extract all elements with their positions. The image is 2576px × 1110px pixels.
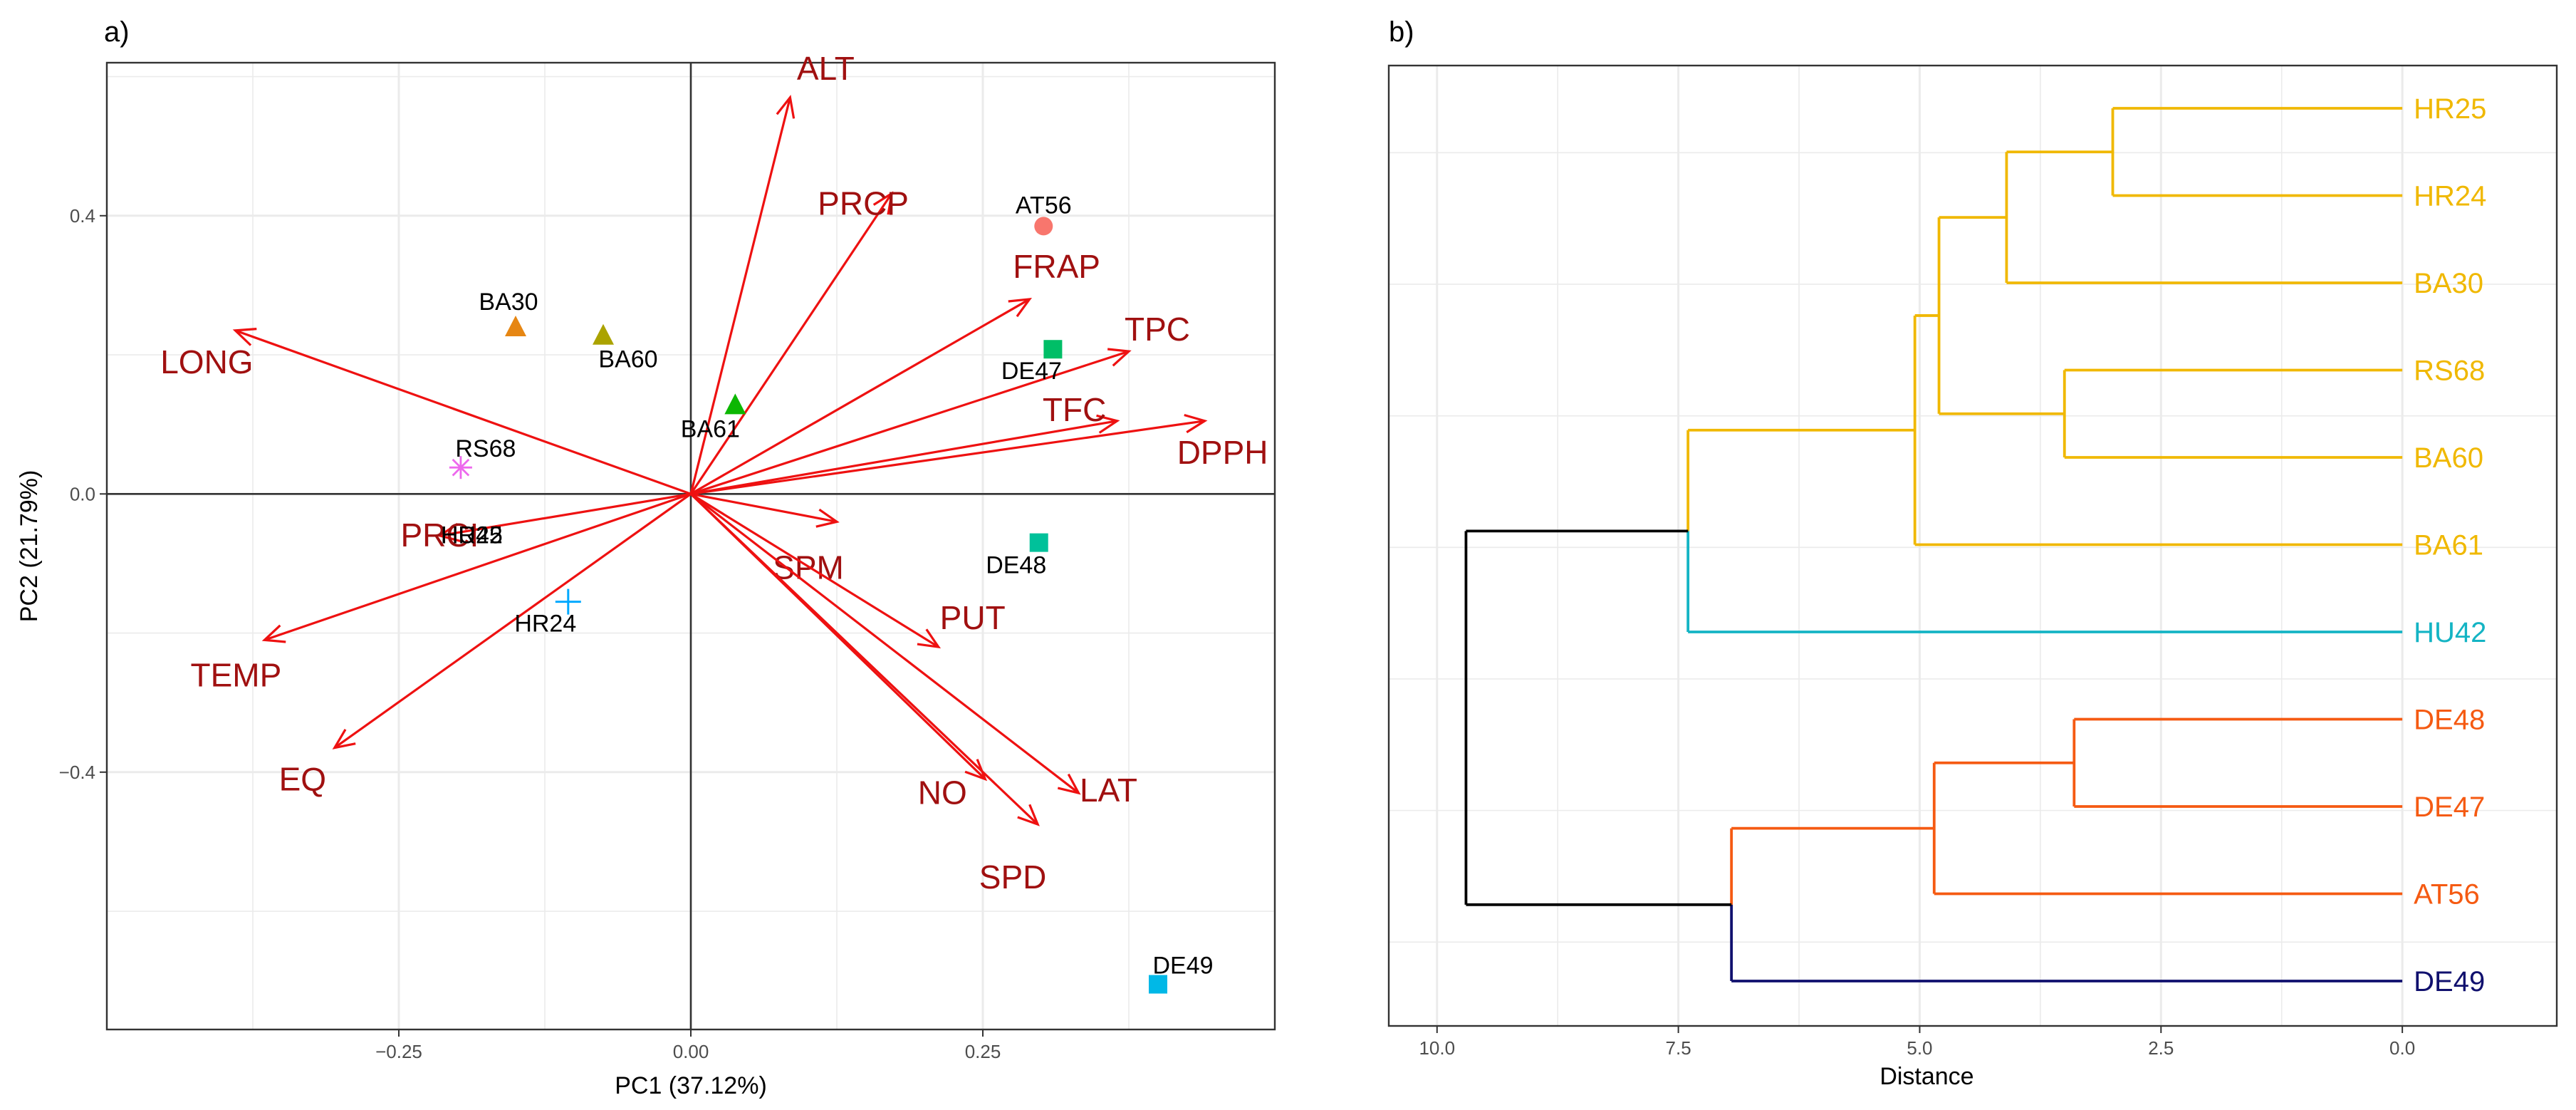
y-tick-label: −0.4 — [59, 762, 95, 783]
variable-arrow-eq — [333, 492, 692, 749]
sample-label: AT56 — [1016, 192, 1072, 219]
sample-label: BA61 — [681, 415, 740, 442]
arrow-head — [1096, 414, 1120, 434]
arrow-head — [261, 624, 286, 643]
x-tick-label: 7.5 — [1666, 1037, 1691, 1059]
arrow-head — [917, 628, 942, 649]
x-tick-label: 0.0 — [2389, 1037, 2415, 1059]
variable-arrow-dpph — [690, 420, 1205, 495]
x-tick-label: 10.0 — [1419, 1037, 1455, 1059]
sample-marker-de47 — [1043, 340, 1063, 359]
variable-label: SPD — [979, 859, 1047, 896]
sample-marker-at56 — [1034, 217, 1053, 236]
sample-label: DE49 — [1152, 953, 1213, 980]
x-tick-label: 0.25 — [965, 1041, 1001, 1062]
y-tick-label: 0.0 — [70, 483, 95, 504]
sample-label: BA30 — [479, 289, 538, 316]
variable-arrow-prcp — [689, 192, 893, 495]
sample-marker-de49 — [1149, 975, 1167, 994]
sample-label: HU42 — [441, 522, 503, 549]
panel-b-label: b) — [1389, 16, 1414, 48]
arrow-head — [1184, 413, 1208, 434]
variable-label: TPC — [1125, 311, 1190, 348]
leaf-label-ba30: BA30 — [2414, 268, 2483, 299]
variable-arrow-put — [690, 492, 939, 648]
sample-label: DE48 — [986, 552, 1046, 579]
x-axis-title: PC1 (37.12%) — [615, 1072, 767, 1099]
variable-label: LAT — [1080, 772, 1137, 809]
sample-marker-ba61 — [724, 393, 746, 415]
sample-label: BA60 — [598, 346, 657, 373]
arrow-head — [232, 327, 257, 346]
sample-label: HR25 — [441, 522, 503, 549]
sample-marker-rs68-3 — [452, 458, 470, 477]
variable-arrow-temp — [264, 492, 692, 641]
sample-marker-de48 — [1029, 533, 1048, 552]
variable-arrow-spm — [690, 492, 838, 523]
dendrogram-panel: 10.0 7.5 5.0 2.5 0.0 Distance HR25 HR24 BA30 RS68… — [1387, 64, 2558, 1090]
leaf-label-de47: DE47 — [2414, 792, 2485, 823]
leaf-label-hu42: HU42 — [2414, 617, 2486, 648]
arrow-head — [437, 522, 461, 542]
arrow-head — [815, 508, 840, 528]
variable-arrow-alt — [689, 97, 791, 494]
variable-arrow-tfc — [690, 420, 1117, 495]
sample-marker-ba60 — [593, 323, 614, 345]
leaf-label-hr25: HR25 — [2414, 93, 2486, 125]
variable-arrow-frap — [690, 298, 1031, 495]
variable-arrow-spd — [689, 493, 1039, 826]
x-tick-label: 5.0 — [1907, 1037, 1932, 1059]
leaf-label-de48: DE48 — [2414, 705, 2485, 736]
panel-border — [1387, 64, 2558, 1027]
variable-label: LONG — [160, 343, 253, 380]
leaf-label-de49: DE49 — [2414, 966, 2485, 997]
variable-label: NO — [918, 774, 967, 811]
x-axis-title: Distance — [1879, 1063, 1973, 1090]
sample-label: HR24 — [514, 611, 576, 638]
leaf-label-ba60: BA60 — [2414, 442, 2483, 474]
variable-label: FRAP — [1013, 248, 1100, 285]
variable-label: EQ — [279, 761, 326, 798]
arrow-head — [1017, 804, 1040, 826]
sample-label: RS68 — [455, 435, 516, 462]
variable-arrow-long — [234, 329, 692, 495]
variable-label: TEMP — [191, 656, 282, 693]
pca-biplot-panel: −0.25 0.00 0.25 −0.4 0.0 0.4 PC1 (37.12%) PC2 (… — [16, 50, 1276, 1099]
arrow-head — [1107, 348, 1132, 367]
variable-label: ALT — [797, 50, 855, 87]
leaf-label-rs68: RS68 — [2414, 356, 2485, 387]
y-axis-title: PC2 (21.79%) — [16, 470, 43, 623]
variable-arrow-tpc — [690, 350, 1130, 495]
variable-label: DPPH — [1177, 434, 1268, 471]
arrow-head — [872, 191, 894, 215]
leaf-label-at56: AT56 — [2414, 879, 2480, 911]
x-tick-label: 0.00 — [673, 1041, 709, 1062]
sample-marker-ba30 — [505, 315, 526, 336]
arrow-head — [776, 95, 796, 119]
arrow-head — [1057, 773, 1081, 795]
variable-arrow-prci — [439, 492, 692, 537]
x-tick-label: −0.25 — [375, 1041, 422, 1062]
y-tick-label: 0.4 — [70, 205, 95, 227]
leaf-label-ba61: BA61 — [2414, 530, 2483, 561]
variable-label: PRCP — [818, 185, 909, 222]
variable-arrow-lat — [690, 493, 1080, 794]
arrow-head — [964, 759, 988, 782]
variable-label: PRCI — [400, 517, 479, 554]
arrow-head — [332, 728, 356, 749]
sample-label: DE47 — [1001, 358, 1062, 385]
arrow-head — [1008, 297, 1033, 318]
x-tick-label: 2.5 — [2148, 1037, 2174, 1059]
variable-label: PUT — [940, 599, 1006, 636]
variable-label: TFC — [1043, 391, 1106, 428]
panel-a-label: a) — [104, 16, 130, 48]
leaf-label-hr24: HR24 — [2414, 181, 2486, 212]
